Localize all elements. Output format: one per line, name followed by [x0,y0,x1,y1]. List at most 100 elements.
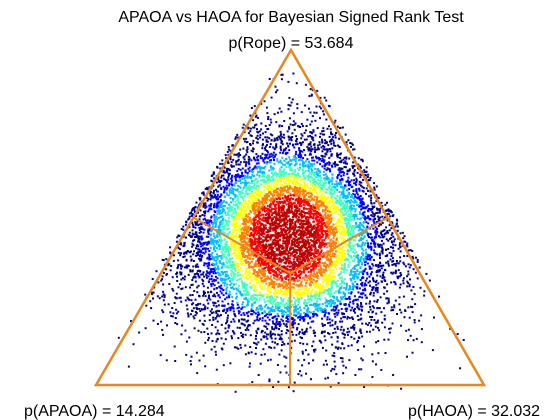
density-point [368,280,371,283]
density-point [215,268,218,271]
density-point [347,288,350,291]
density-point [294,308,297,311]
density-point [258,297,261,300]
density-point [303,303,306,306]
density-point [283,355,286,358]
density-point [364,267,367,270]
density-point [269,159,272,162]
density-point [296,293,299,296]
density-point [407,249,410,252]
density-point [217,294,220,296]
density-point [307,143,310,146]
density-point [237,264,240,267]
density-point [380,267,383,270]
density-point [265,106,268,109]
density-point [229,155,232,158]
density-point [374,325,377,328]
density-point [232,278,235,281]
density-point [293,164,296,167]
density-point [246,146,249,149]
density-point [296,326,299,329]
density-point [225,296,228,299]
density-point [363,217,366,220]
density-point [212,222,215,225]
density-point [237,347,240,350]
density-point [247,167,250,170]
density-point [222,217,225,220]
density-point [213,269,216,272]
density-point [309,111,312,114]
density-point [271,169,274,172]
density-point [211,280,214,283]
density-point [262,166,264,169]
density-point [386,219,389,222]
density-point [340,204,342,207]
density-point [320,138,323,141]
density-point [211,196,214,199]
density-point [205,273,208,276]
density-point [201,226,204,229]
density-point [307,186,309,189]
density-point [345,286,348,289]
density-point [321,308,323,311]
density-point [359,238,362,241]
density-point [381,277,384,279]
density-point [319,288,322,291]
density-point [274,294,277,297]
density-point [227,224,229,227]
density-point [362,226,365,229]
density-point [209,191,212,193]
density-point [234,210,237,213]
density-point [244,289,247,292]
density-point [425,272,428,275]
density-point [358,195,361,198]
density-point [216,195,219,198]
density-point [332,141,335,144]
density-point [346,269,349,272]
density-point [348,180,351,183]
density-point [341,246,344,249]
density-point [341,332,344,335]
density-point [377,197,380,199]
density-point [388,327,391,330]
density-point [227,212,229,215]
density-point [365,166,368,169]
density-point [227,264,230,267]
density-point [279,145,282,148]
density-point [212,316,215,319]
density-point [342,255,345,258]
density-point [226,160,229,163]
density-point [314,305,317,308]
density-point [251,381,254,384]
density-point [285,296,288,299]
density-point [346,218,349,221]
density-point [223,178,226,181]
density-point [214,222,217,225]
density-point [278,125,281,128]
density-point [331,275,334,278]
density-point [198,223,201,226]
density-point [357,197,360,200]
density-point [353,337,356,340]
density-point [310,120,313,123]
density-point [237,174,240,177]
density-point [175,297,178,300]
density-point [371,360,374,363]
density-point [229,284,232,286]
density-point [239,273,242,276]
density-point [168,263,171,266]
density-point [287,329,290,332]
density-point [383,307,385,310]
density-point [214,211,217,213]
density-point [234,315,237,318]
density-point [242,283,244,285]
density-point [377,225,380,227]
density-point [235,292,238,295]
density-point [396,229,399,232]
density-point [228,210,231,213]
density-point [211,263,214,266]
density-point [215,198,218,201]
density-point [350,225,353,228]
density-point [208,208,211,211]
density-point [223,166,226,169]
